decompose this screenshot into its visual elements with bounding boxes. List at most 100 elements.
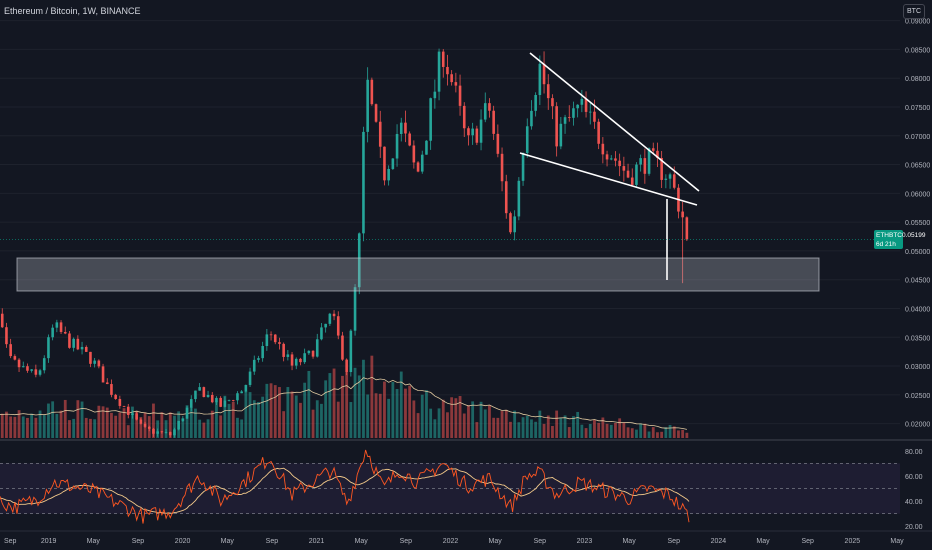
candle-body bbox=[425, 140, 428, 155]
volume-bar bbox=[672, 426, 676, 438]
upper-trendline[interactable] bbox=[529, 52, 700, 192]
candle-body bbox=[47, 337, 50, 359]
volume-bar bbox=[206, 419, 210, 438]
candle-body bbox=[467, 128, 470, 136]
candle-body bbox=[656, 150, 659, 159]
candle-body bbox=[17, 359, 21, 368]
volume-bar bbox=[194, 408, 197, 438]
rsi-tick-label: 80.00 bbox=[905, 449, 923, 456]
volume-bar bbox=[336, 401, 340, 438]
candle-body bbox=[446, 66, 449, 75]
volume-bar bbox=[412, 400, 416, 438]
volume-bar bbox=[395, 389, 399, 438]
volume-bar bbox=[370, 355, 374, 438]
volume-bar bbox=[576, 411, 580, 438]
volume-bar bbox=[660, 431, 664, 438]
candle-body bbox=[122, 405, 126, 407]
candle-body bbox=[303, 353, 306, 363]
volume-bar bbox=[446, 412, 449, 438]
volume-bar bbox=[643, 423, 647, 438]
candle-body bbox=[324, 323, 327, 328]
candle-body bbox=[433, 91, 437, 99]
volume-bar bbox=[34, 417, 38, 438]
candle-body bbox=[408, 133, 411, 146]
volume-bar bbox=[685, 432, 689, 438]
volume-bar bbox=[458, 396, 462, 438]
time-axis[interactable]: Sep 2019 May Sep 2020 May Sep 2021 May Sep 2022 May… bbox=[4, 538, 904, 545]
time-tick-label: Sep bbox=[668, 538, 681, 545]
candle-body bbox=[647, 148, 651, 174]
volume-bar bbox=[76, 400, 80, 438]
volume-bar bbox=[51, 401, 55, 438]
volume-bar bbox=[525, 415, 529, 438]
candle-body bbox=[593, 111, 596, 122]
time-tick-label: 2020 bbox=[175, 538, 191, 545]
candle-body bbox=[164, 432, 168, 433]
volume-bar bbox=[202, 422, 206, 438]
price-axis[interactable]: 0.09000 0.08500 0.08000 0.07500 0.07000 0.065… bbox=[905, 19, 930, 429]
volume-bar bbox=[315, 400, 319, 438]
candle-body bbox=[483, 103, 487, 120]
candle-body bbox=[601, 143, 605, 155]
candle-body bbox=[588, 111, 592, 113]
volume-bar bbox=[353, 367, 357, 438]
volume-bar bbox=[303, 382, 307, 438]
volume-bar bbox=[580, 424, 584, 438]
candle-body bbox=[635, 164, 638, 185]
candles bbox=[0, 48, 689, 438]
candle-body bbox=[9, 344, 12, 357]
volume-bar bbox=[530, 419, 533, 438]
candle-body bbox=[517, 180, 521, 217]
volume-bar bbox=[324, 380, 328, 438]
volume-bar bbox=[584, 428, 588, 438]
candle-body bbox=[597, 121, 600, 144]
symbol-title[interactable]: Ethereum / Bitcoin, 1W, BINANCE bbox=[4, 6, 141, 16]
candle-body bbox=[248, 371, 252, 385]
candle-body bbox=[76, 338, 80, 350]
candle-body bbox=[206, 394, 210, 398]
volume-bar bbox=[664, 427, 668, 438]
price-tick-label: 0.05000 bbox=[905, 249, 930, 256]
candle-body bbox=[660, 158, 663, 180]
drawings[interactable] bbox=[16, 52, 820, 292]
volume-bar bbox=[488, 405, 491, 438]
candle-body bbox=[93, 360, 96, 364]
rsi-axis[interactable]: 80.00 60.00 40.00 20.00 bbox=[905, 449, 923, 531]
volume-bar bbox=[521, 417, 525, 438]
volume-bar bbox=[601, 417, 605, 438]
volume-bar bbox=[185, 405, 189, 438]
candle-body bbox=[139, 419, 143, 424]
candle-body bbox=[404, 122, 407, 134]
support-zone[interactable] bbox=[16, 257, 820, 292]
volume-bar bbox=[559, 417, 563, 438]
volume-bar bbox=[534, 421, 538, 438]
candle-body bbox=[509, 213, 512, 233]
time-tick-label: Sep bbox=[400, 538, 413, 545]
candle-body bbox=[605, 154, 609, 160]
time-tick-label: 2025 bbox=[845, 538, 861, 545]
candle-body bbox=[181, 418, 185, 421]
candle-body bbox=[525, 126, 529, 153]
candle-body bbox=[135, 413, 138, 420]
candle-body bbox=[227, 400, 231, 401]
candle-body bbox=[416, 162, 420, 172]
price-tick-label: 0.06000 bbox=[905, 191, 930, 198]
candle-body bbox=[143, 423, 147, 427]
candle-body bbox=[357, 233, 361, 288]
volume-bar bbox=[408, 385, 412, 438]
volume-bar bbox=[105, 407, 109, 438]
volume-bar bbox=[651, 427, 655, 438]
price-tick-label: 0.02500 bbox=[905, 393, 930, 400]
candle-body bbox=[614, 158, 617, 161]
currency-button[interactable]: BTC bbox=[903, 4, 925, 19]
candle-body bbox=[664, 178, 668, 180]
candle-body bbox=[622, 166, 626, 171]
time-tick-label: Sep bbox=[132, 538, 145, 545]
time-tick-label: May bbox=[622, 538, 636, 545]
volume-bar bbox=[93, 419, 97, 438]
lower-trendline[interactable] bbox=[519, 152, 698, 206]
volume-bar bbox=[433, 419, 437, 438]
candle-body bbox=[345, 359, 348, 373]
volume-bar bbox=[656, 432, 659, 438]
